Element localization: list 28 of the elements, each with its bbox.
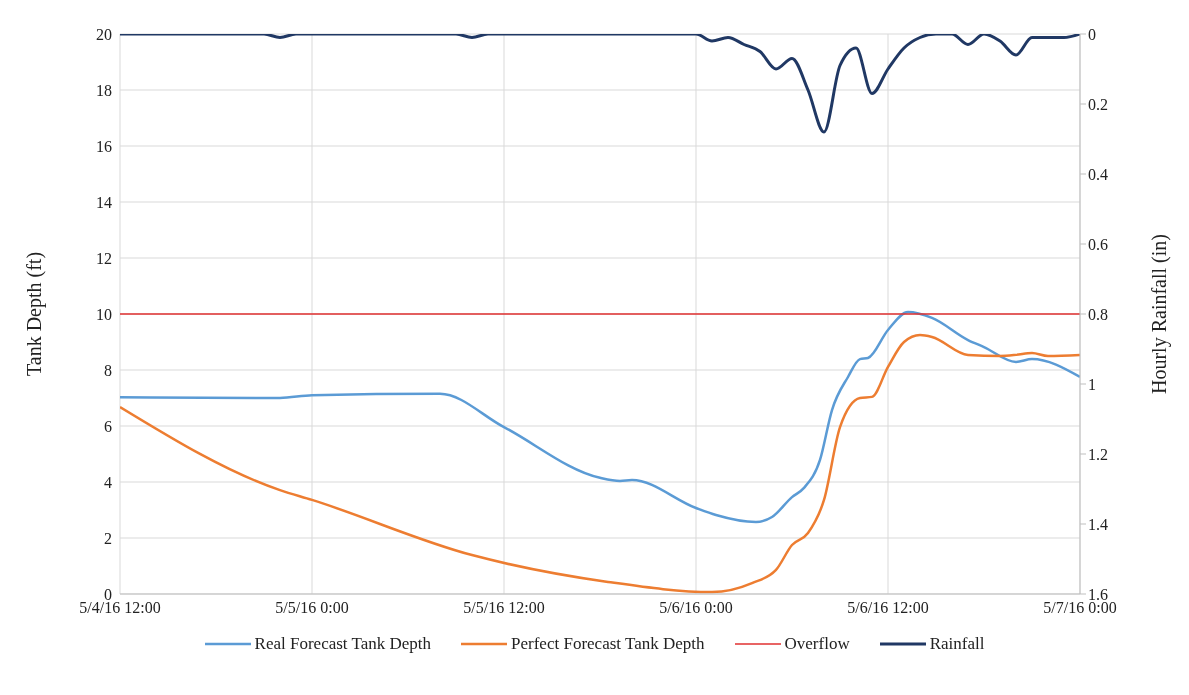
y2-tick-label: 0 — [1088, 25, 1096, 43]
y2-tick-label: 1.2 — [1088, 445, 1108, 463]
y-tick-label: 16 — [96, 137, 112, 155]
y2-tick-label: 0.6 — [1088, 235, 1108, 253]
y-tick-label: 14 — [96, 193, 112, 211]
y2-tick-label: 1 — [1088, 375, 1096, 393]
y-tick-label: 4 — [104, 473, 112, 491]
y2-tick-label: 0.2 — [1088, 95, 1108, 113]
y-tick-label: 12 — [96, 249, 112, 267]
x-tick-label: 5/5/16 0:00 — [275, 599, 349, 617]
y-tick-label: 20 — [96, 25, 112, 43]
y-tick-label: 2 — [104, 529, 112, 547]
y-tick-label: 6 — [104, 417, 112, 435]
y-tick-label: 8 — [104, 361, 112, 379]
y2-tick-label: 1.4 — [1088, 515, 1108, 533]
legend-label: Real Forecast Tank Depth — [254, 634, 432, 654]
y2-axis-title: Hourly Rainfall (in) — [1148, 234, 1172, 394]
x-tick-label: 5/6/16 0:00 — [659, 599, 733, 617]
x-tick-label: 5/5/16 12:00 — [463, 599, 545, 617]
y2-tick-label: 0.8 — [1088, 305, 1108, 323]
legend-label: Perfect Forecast Tank Depth — [511, 634, 705, 654]
y2-tick-label: 0.4 — [1088, 165, 1108, 183]
legend-label: Rainfall — [929, 634, 985, 654]
legend-label: Overflow — [784, 634, 850, 654]
y-tick-label: 18 — [96, 81, 112, 99]
y-axis-title: Tank Depth (ft) — [23, 251, 47, 377]
x-tick-label: 5/6/16 12:00 — [847, 599, 929, 617]
y-tick-label: 10 — [96, 305, 112, 323]
